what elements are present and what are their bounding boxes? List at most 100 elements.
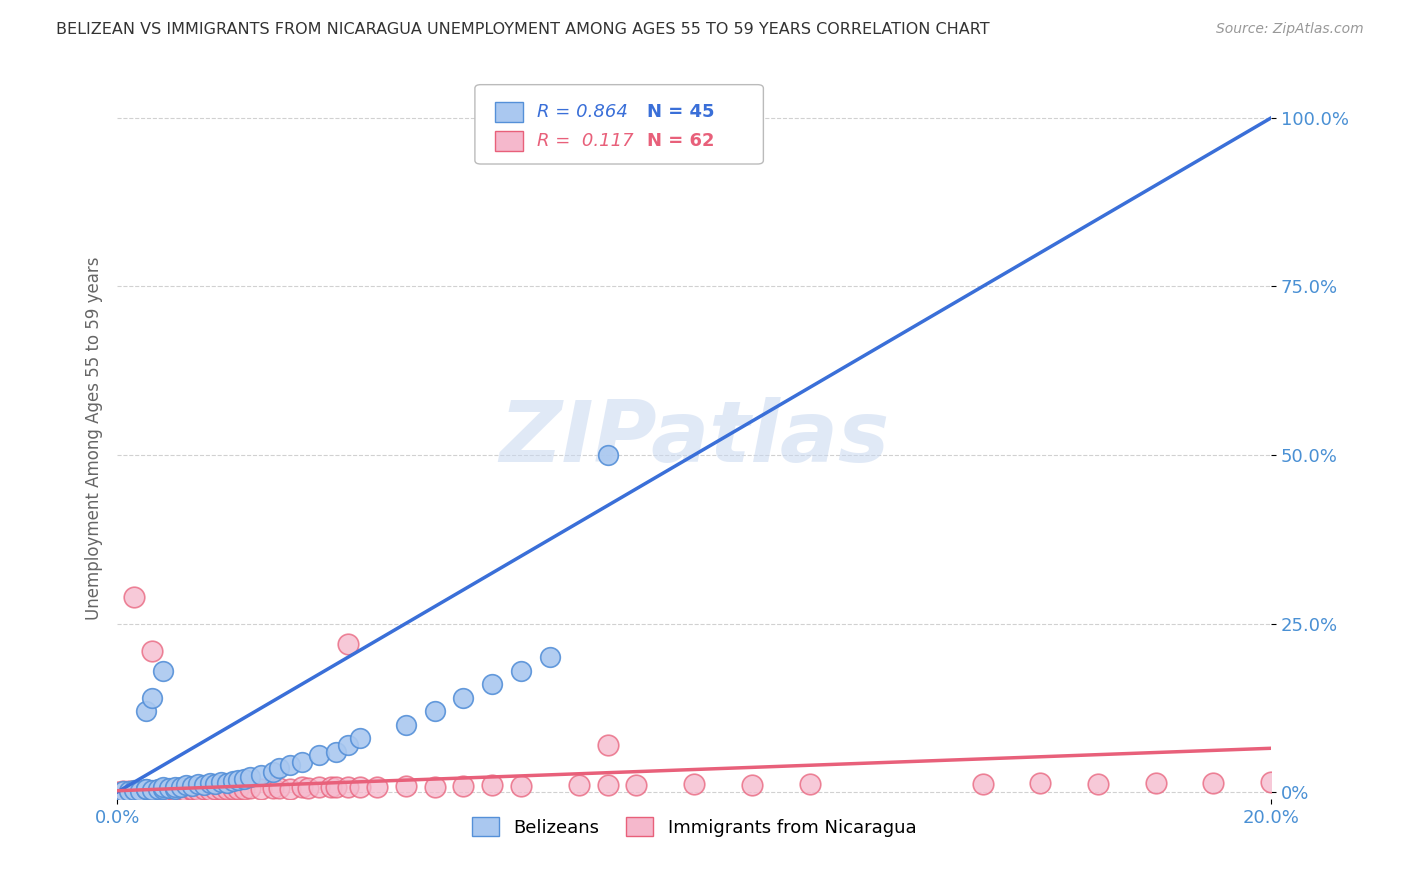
Point	[163, 781, 186, 796]
Point	[228, 772, 250, 787]
Point	[325, 745, 347, 759]
Text: N = 62: N = 62	[647, 132, 714, 150]
Point	[453, 779, 475, 793]
Point	[262, 780, 284, 795]
Point	[146, 782, 169, 797]
Point	[129, 783, 152, 797]
Point	[105, 785, 128, 799]
Point	[538, 650, 561, 665]
Point	[267, 762, 290, 776]
Point	[568, 778, 591, 792]
Point	[129, 784, 152, 798]
Point	[297, 780, 319, 795]
Point	[135, 704, 157, 718]
Point	[187, 777, 209, 791]
Point	[683, 777, 706, 791]
Point	[141, 783, 163, 797]
Text: Source: ZipAtlas.com: Source: ZipAtlas.com	[1216, 22, 1364, 37]
Point	[319, 780, 342, 795]
Point	[596, 448, 619, 462]
Point	[193, 778, 215, 792]
Point	[157, 780, 180, 795]
Point	[1029, 776, 1052, 790]
Point	[349, 780, 371, 794]
Point	[169, 780, 191, 795]
Point	[278, 758, 301, 772]
Point	[181, 783, 204, 797]
FancyBboxPatch shape	[475, 85, 763, 164]
Point	[124, 784, 146, 798]
Point	[278, 781, 301, 796]
Point	[176, 783, 198, 797]
Point	[124, 783, 146, 797]
FancyBboxPatch shape	[495, 131, 523, 151]
Point	[135, 784, 157, 798]
Point	[481, 677, 503, 691]
Point	[239, 770, 262, 784]
Point	[152, 780, 174, 795]
Point	[198, 783, 221, 797]
Point	[233, 772, 256, 786]
Point	[366, 780, 388, 794]
Point	[111, 784, 134, 798]
Point	[176, 778, 198, 792]
Point	[204, 777, 226, 791]
Point	[336, 738, 359, 752]
Point	[423, 704, 446, 718]
Point	[596, 778, 619, 792]
Point	[141, 643, 163, 657]
Point	[1202, 775, 1225, 789]
Point	[336, 780, 359, 795]
Point	[308, 780, 330, 795]
Point	[193, 782, 215, 797]
Point	[118, 783, 141, 797]
Point	[209, 782, 232, 797]
Point	[423, 780, 446, 794]
Point	[209, 775, 232, 789]
Point	[395, 717, 418, 731]
Point	[291, 780, 314, 795]
Point	[336, 637, 359, 651]
Point	[221, 782, 243, 797]
Point	[481, 778, 503, 792]
Point	[1260, 775, 1282, 789]
Point	[1144, 775, 1167, 789]
Point	[741, 778, 763, 792]
Point	[146, 783, 169, 797]
Y-axis label: Unemployment Among Ages 55 to 59 years: Unemployment Among Ages 55 to 59 years	[86, 256, 103, 620]
Point	[395, 779, 418, 793]
Point	[111, 784, 134, 798]
Point	[141, 783, 163, 797]
Point	[233, 781, 256, 796]
Point	[215, 775, 238, 789]
Point	[141, 690, 163, 705]
Point	[325, 780, 347, 794]
Point	[626, 778, 648, 792]
Point	[250, 768, 273, 782]
Point	[510, 664, 533, 678]
Point	[169, 783, 191, 797]
Point	[221, 774, 243, 789]
Point	[135, 781, 157, 796]
Point	[124, 783, 146, 797]
Text: R =  0.117: R = 0.117	[537, 132, 634, 150]
Point	[972, 777, 994, 791]
Point	[349, 731, 371, 746]
Point	[152, 781, 174, 796]
Point	[135, 782, 157, 797]
Point	[157, 783, 180, 797]
Point	[152, 664, 174, 678]
Point	[1087, 777, 1109, 791]
Point	[267, 780, 290, 795]
Point	[181, 779, 204, 793]
Point	[262, 764, 284, 779]
Point	[239, 780, 262, 795]
Point	[228, 781, 250, 796]
Point	[204, 782, 226, 797]
Point	[187, 783, 209, 797]
Point	[163, 780, 186, 794]
Point	[453, 690, 475, 705]
Point	[291, 755, 314, 769]
Point	[250, 781, 273, 796]
Point	[146, 783, 169, 797]
